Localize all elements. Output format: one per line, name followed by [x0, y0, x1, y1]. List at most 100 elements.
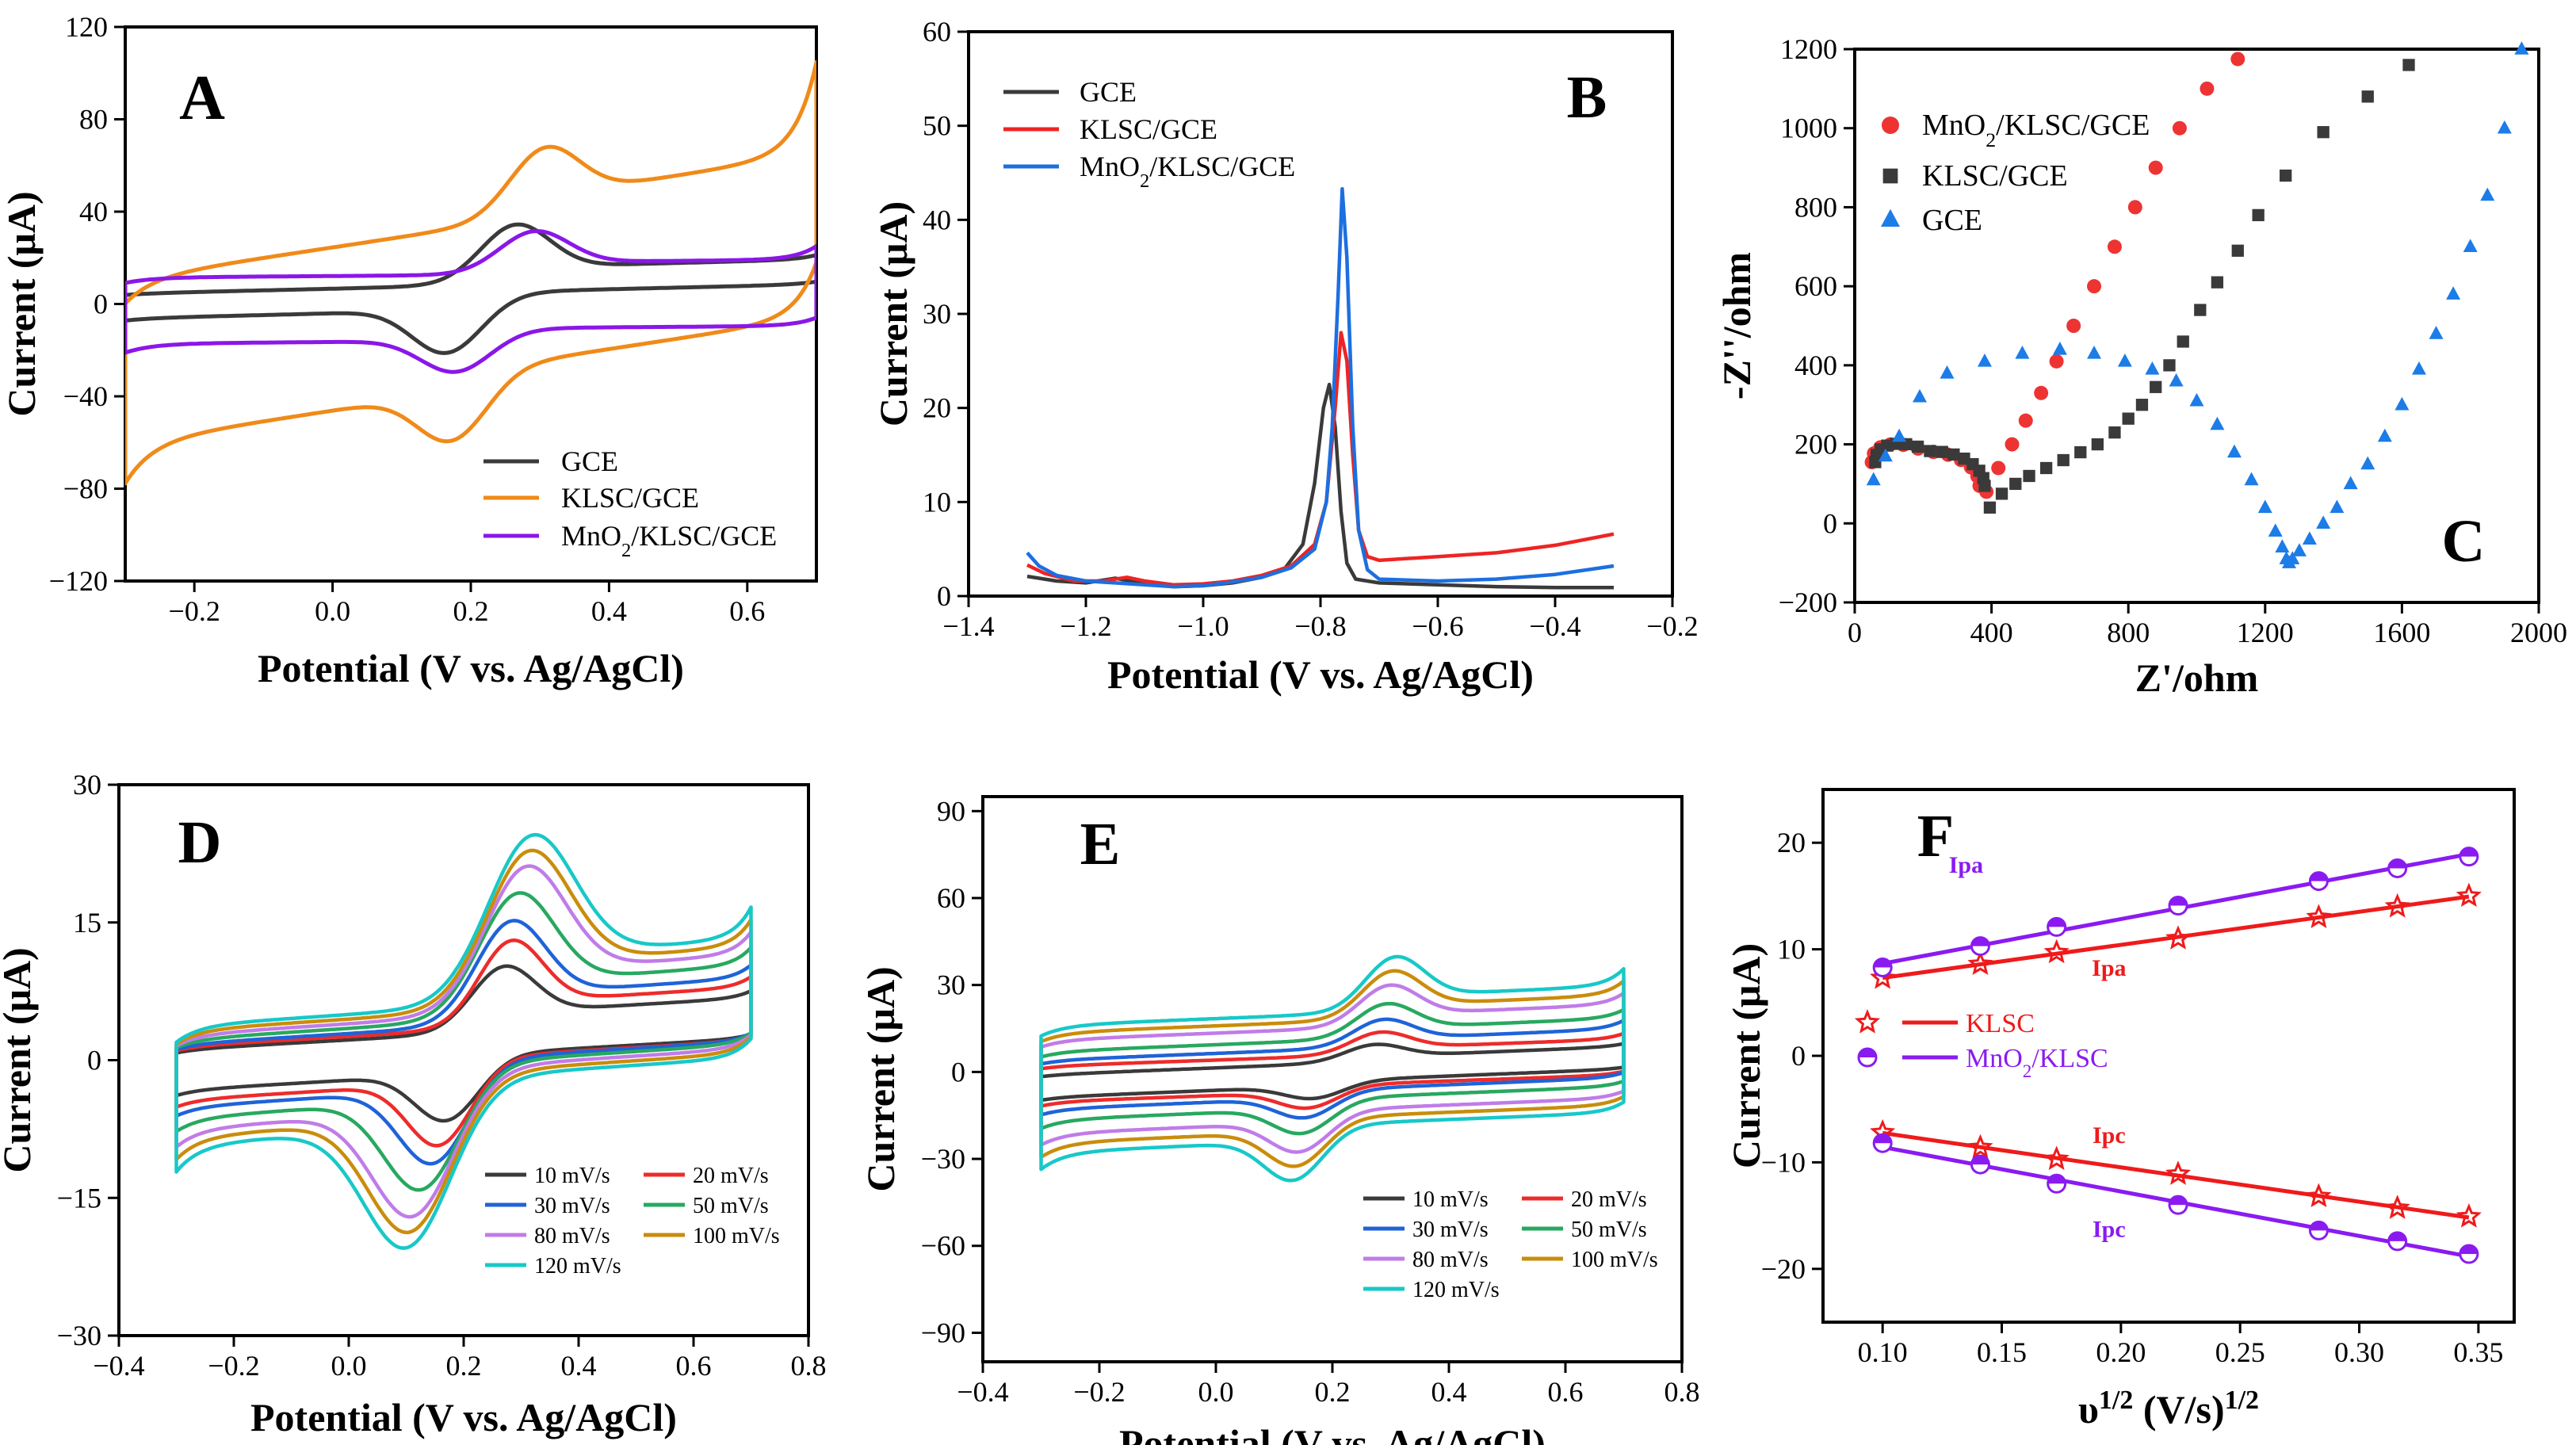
- marker-square: [2177, 335, 2189, 348]
- marker-triangle: [2343, 476, 2358, 490]
- marker-star: [1967, 1133, 1993, 1159]
- x-tick-label: −1.2: [1060, 610, 1111, 642]
- y-tick-label: 20: [923, 392, 951, 424]
- legend-label: 10 mV/s: [534, 1164, 610, 1188]
- y-tick-label: 0: [1791, 1040, 1806, 1072]
- y-tick-label: −60: [921, 1230, 965, 1262]
- x-tick-label: 0.8: [791, 1350, 827, 1382]
- x-tick-label: 0.0: [331, 1350, 367, 1382]
- marker-triangle: [2285, 551, 2300, 564]
- marker-fill: [2169, 896, 2188, 906]
- legend-label: GCE: [561, 445, 618, 477]
- marker-fill: [1874, 1134, 1892, 1144]
- text-span: 2: [1986, 128, 1996, 151]
- marker-triangle: [2244, 472, 2259, 486]
- marker-triangle: [2446, 286, 2461, 300]
- marker-circle: [2200, 81, 2215, 96]
- x-tick-label: 0.0: [1198, 1376, 1234, 1408]
- x-tick-label: 0.8: [1664, 1376, 1700, 1408]
- marker-square: [2163, 359, 2176, 372]
- panel-label-e: E: [1080, 811, 1121, 877]
- marker-triangle: [2291, 543, 2307, 556]
- legend-label: KLSC/GCE: [1922, 159, 2068, 193]
- scatter-series-klsc-gce: [1869, 59, 2415, 514]
- marker-star: [2306, 904, 2332, 928]
- x-tick-label: 0.6: [676, 1350, 712, 1382]
- marker-square: [2023, 469, 2035, 483]
- x-tick-label: −0.4: [957, 1376, 1008, 1408]
- x-tick-label: 0: [1848, 617, 1862, 648]
- x-tick-label: 0.0: [315, 595, 350, 627]
- legend-label: 80 mV/s: [1412, 1248, 1489, 1272]
- y-tick-label: 80: [79, 104, 108, 136]
- panel-label-f: F: [1917, 803, 1954, 870]
- x-tick-label: −0.6: [1412, 610, 1463, 642]
- y-tick-label: 1000: [1780, 113, 1837, 144]
- marker-circle: [2127, 200, 2142, 215]
- marker-half-circle: [2387, 1231, 2408, 1252]
- x-tick-label: 0.2: [1315, 1376, 1351, 1408]
- text-span: MnO: [1922, 109, 1986, 142]
- x-axis-label: Potential (V vs. Ag/AgCl): [258, 646, 684, 690]
- legend-label: GCE: [1080, 76, 1137, 108]
- marker-triangle: [2429, 326, 2444, 339]
- marker-square: [2057, 453, 2070, 467]
- x-tick-label: 0.4: [1431, 1376, 1467, 1408]
- marker-fill: [2388, 859, 2406, 869]
- plot-frame: [124, 25, 818, 583]
- marker-star: [2165, 1160, 2192, 1185]
- marker-fill: [2459, 847, 2478, 857]
- x-axis-label: υ1/2 (V/s)1/2: [2078, 1386, 2259, 1432]
- legend-label: 20 mV/s: [1571, 1187, 1647, 1212]
- y-tick-label: −200: [1779, 587, 1837, 618]
- annotation-label: Ipa: [2092, 955, 2126, 981]
- marker-half-circle: [1970, 1154, 1990, 1175]
- x-tick-label: −0.2: [1646, 610, 1698, 642]
- text-span: 2: [621, 540, 631, 561]
- x-axis-label: Potential (V vs. Ag/AgCl): [1119, 1421, 1546, 1445]
- marker-star: [2165, 925, 2192, 950]
- panel-c: 0 400 800 1200 1600 2000 −200 0 200 400 600 800 1000…: [1714, 33, 2567, 700]
- legend-label: 50 mV/s: [693, 1194, 769, 1218]
- marker-fill: [2047, 918, 2066, 927]
- panel-f: 0.10 0.15 0.20 0.25 0.30 0.35 −20 −10 0 10 20 Ipa Ip…: [1724, 788, 2516, 1432]
- fit-line: [1882, 894, 2470, 981]
- legend-label: 120 mV/s: [1412, 1278, 1500, 1302]
- y-tick-label: 60: [923, 16, 951, 48]
- text-span: /KLSC/GCE: [631, 520, 777, 552]
- panel-label-c: C: [2442, 508, 2486, 575]
- marker-fill: [1971, 1156, 1989, 1165]
- marker-half-circle: [2308, 1220, 2329, 1240]
- legend-label: 80 mV/s: [534, 1224, 610, 1248]
- marker-square: [2231, 244, 2244, 257]
- marker-square: [1936, 445, 1948, 458]
- fit-line: [1882, 1130, 2470, 1220]
- marker-triangle: [2377, 428, 2392, 442]
- x-tick-label: 0.20: [2096, 1336, 2146, 1368]
- cv-curve-10-mv-s: [1039, 1042, 1626, 1103]
- legend-label: 20 mV/s: [693, 1164, 769, 1188]
- text-span: MnO: [1966, 1044, 2023, 1073]
- text-span: /KLSC/GCE: [1996, 109, 2150, 142]
- marker-triangle: [2394, 396, 2410, 411]
- marker-half-circle: [2047, 916, 2067, 937]
- marker-triangle: [2210, 416, 2225, 430]
- x-tick-label: −1.0: [1177, 610, 1229, 642]
- marker-circle: [1991, 461, 2006, 476]
- y-tick-label: 800: [1794, 191, 1837, 223]
- marker-triangle: [1940, 365, 1955, 379]
- marker-triangle: [2226, 444, 2242, 458]
- marker-triangle: [1866, 472, 1881, 486]
- series-group: [125, 59, 816, 486]
- marker-triangle: [1912, 388, 1927, 403]
- y-tick-label: 0: [1823, 507, 1837, 539]
- marker-square: [1882, 168, 1898, 184]
- marker-half-circle: [2168, 1195, 2188, 1215]
- marker-half-circle: [1872, 957, 1893, 977]
- marker-square: [2135, 399, 2149, 411]
- scatter-series-klsc-ipa: [1870, 882, 2482, 989]
- y-tick-label: 90: [937, 795, 965, 827]
- y-tick-label: 400: [1794, 350, 1837, 381]
- marker-square: [2252, 208, 2265, 222]
- marker-fill: [2169, 1196, 2188, 1206]
